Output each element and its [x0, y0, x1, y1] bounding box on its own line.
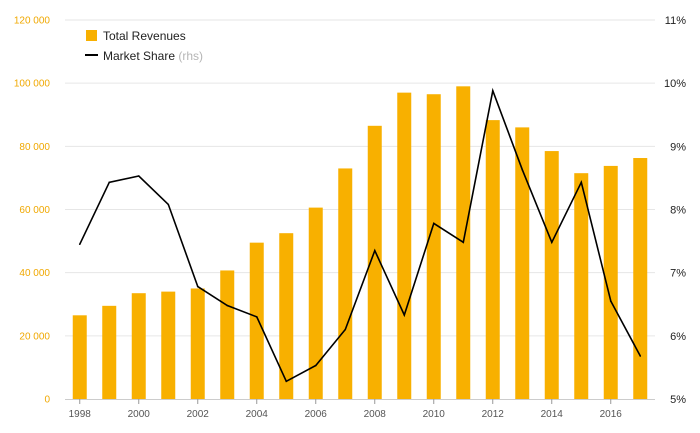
x-axis-tick-label: 2016 — [600, 409, 623, 420]
revenue-bar — [367, 125, 382, 399]
revenue-bar — [633, 158, 648, 399]
market-share-point — [196, 285, 199, 288]
market-share-point — [550, 241, 553, 244]
right-axis-tick-label: 10% — [664, 78, 686, 90]
revenue-bar — [279, 233, 294, 399]
left-axis-tick-label: 60 000 — [19, 205, 50, 216]
market-share-line — [79, 87, 642, 383]
legend-suffix-rhs: (rhs) — [178, 49, 203, 63]
right-axis-tick-label: 7% — [670, 268, 686, 280]
left-axis-tick-label: 120 000 — [14, 16, 51, 27]
x-axis-tick-label: 2006 — [305, 409, 328, 420]
market-share-point — [580, 181, 583, 184]
right-axis-tick-label: 5% — [670, 394, 686, 406]
revenue-bar — [72, 315, 87, 399]
revenue-bar — [485, 120, 500, 399]
revenue-bar — [131, 293, 146, 399]
revenue-bar — [249, 242, 264, 399]
legend-swatch-revenues — [86, 30, 97, 41]
market-share-point — [78, 243, 81, 246]
revenue-bar — [338, 168, 353, 399]
revenue-bar — [308, 207, 323, 399]
right-axis-tick-label: 8% — [670, 205, 686, 217]
legend-label-market-share: Market Share (rhs) — [103, 49, 203, 63]
revenue-bar — [574, 173, 589, 399]
revenue-bar — [397, 92, 412, 400]
revenue-bar — [220, 270, 235, 399]
market-share-point — [167, 203, 170, 206]
market-share-point — [108, 181, 111, 184]
left-axis-tick-label: 100 000 — [14, 79, 51, 90]
x-axis-tick-label: 2008 — [364, 409, 387, 420]
left-axis-tick-label: 20 000 — [19, 331, 50, 342]
market-share-point — [521, 168, 524, 171]
revenue-bars — [72, 86, 648, 400]
left-axis-tick-label: 40 000 — [19, 268, 50, 279]
legend: Total Revenues Market Share (rhs) — [85, 29, 203, 63]
market-share-point — [373, 249, 376, 252]
legend-label-revenues: Total Revenues — [103, 29, 186, 43]
x-axis-tick-label: 2014 — [541, 409, 564, 420]
right-axis-tick-label: 11% — [665, 15, 686, 27]
market-share-point — [344, 328, 347, 331]
revenue-bar — [515, 127, 530, 399]
revenue-bar — [102, 305, 117, 399]
x-axis-tick-label: 2010 — [423, 409, 446, 420]
left-axis-tick-label: 0 — [44, 395, 50, 406]
x-axis-tick-label: 1998 — [69, 409, 92, 420]
revenue-bar — [161, 291, 176, 399]
market-share-point — [639, 355, 642, 357]
axes: 0 20 000 40 000 60 000 80 000 100 000 120 000 5… — [14, 15, 686, 420]
market-share-point — [491, 89, 494, 92]
left-axis-tick-label: 80 000 — [19, 142, 50, 153]
x-axis-tick-label: 2000 — [128, 409, 151, 420]
market-share-point — [609, 300, 612, 302]
market-share-point — [137, 175, 140, 177]
x-axis-tick-label: 2012 — [482, 409, 505, 420]
revenue-bar — [603, 165, 618, 399]
revenue-bar — [544, 151, 559, 399]
revenue-bar — [426, 94, 441, 400]
right-axis-tick-label: 6% — [670, 331, 686, 343]
x-axis-tick-label: 2004 — [246, 409, 269, 420]
market-share-point — [255, 316, 258, 318]
market-share-point — [285, 380, 288, 383]
right-axis-tick-label: 9% — [670, 141, 686, 153]
market-share-point — [226, 304, 229, 307]
x-axis-tick-label: 2002 — [187, 409, 210, 420]
market-share-point — [462, 241, 465, 244]
revenue-bar — [190, 288, 205, 399]
market-share-point — [432, 222, 435, 225]
market-share-line-layer — [78, 87, 642, 383]
market-share-point — [314, 364, 317, 367]
market-share-point — [403, 314, 406, 316]
